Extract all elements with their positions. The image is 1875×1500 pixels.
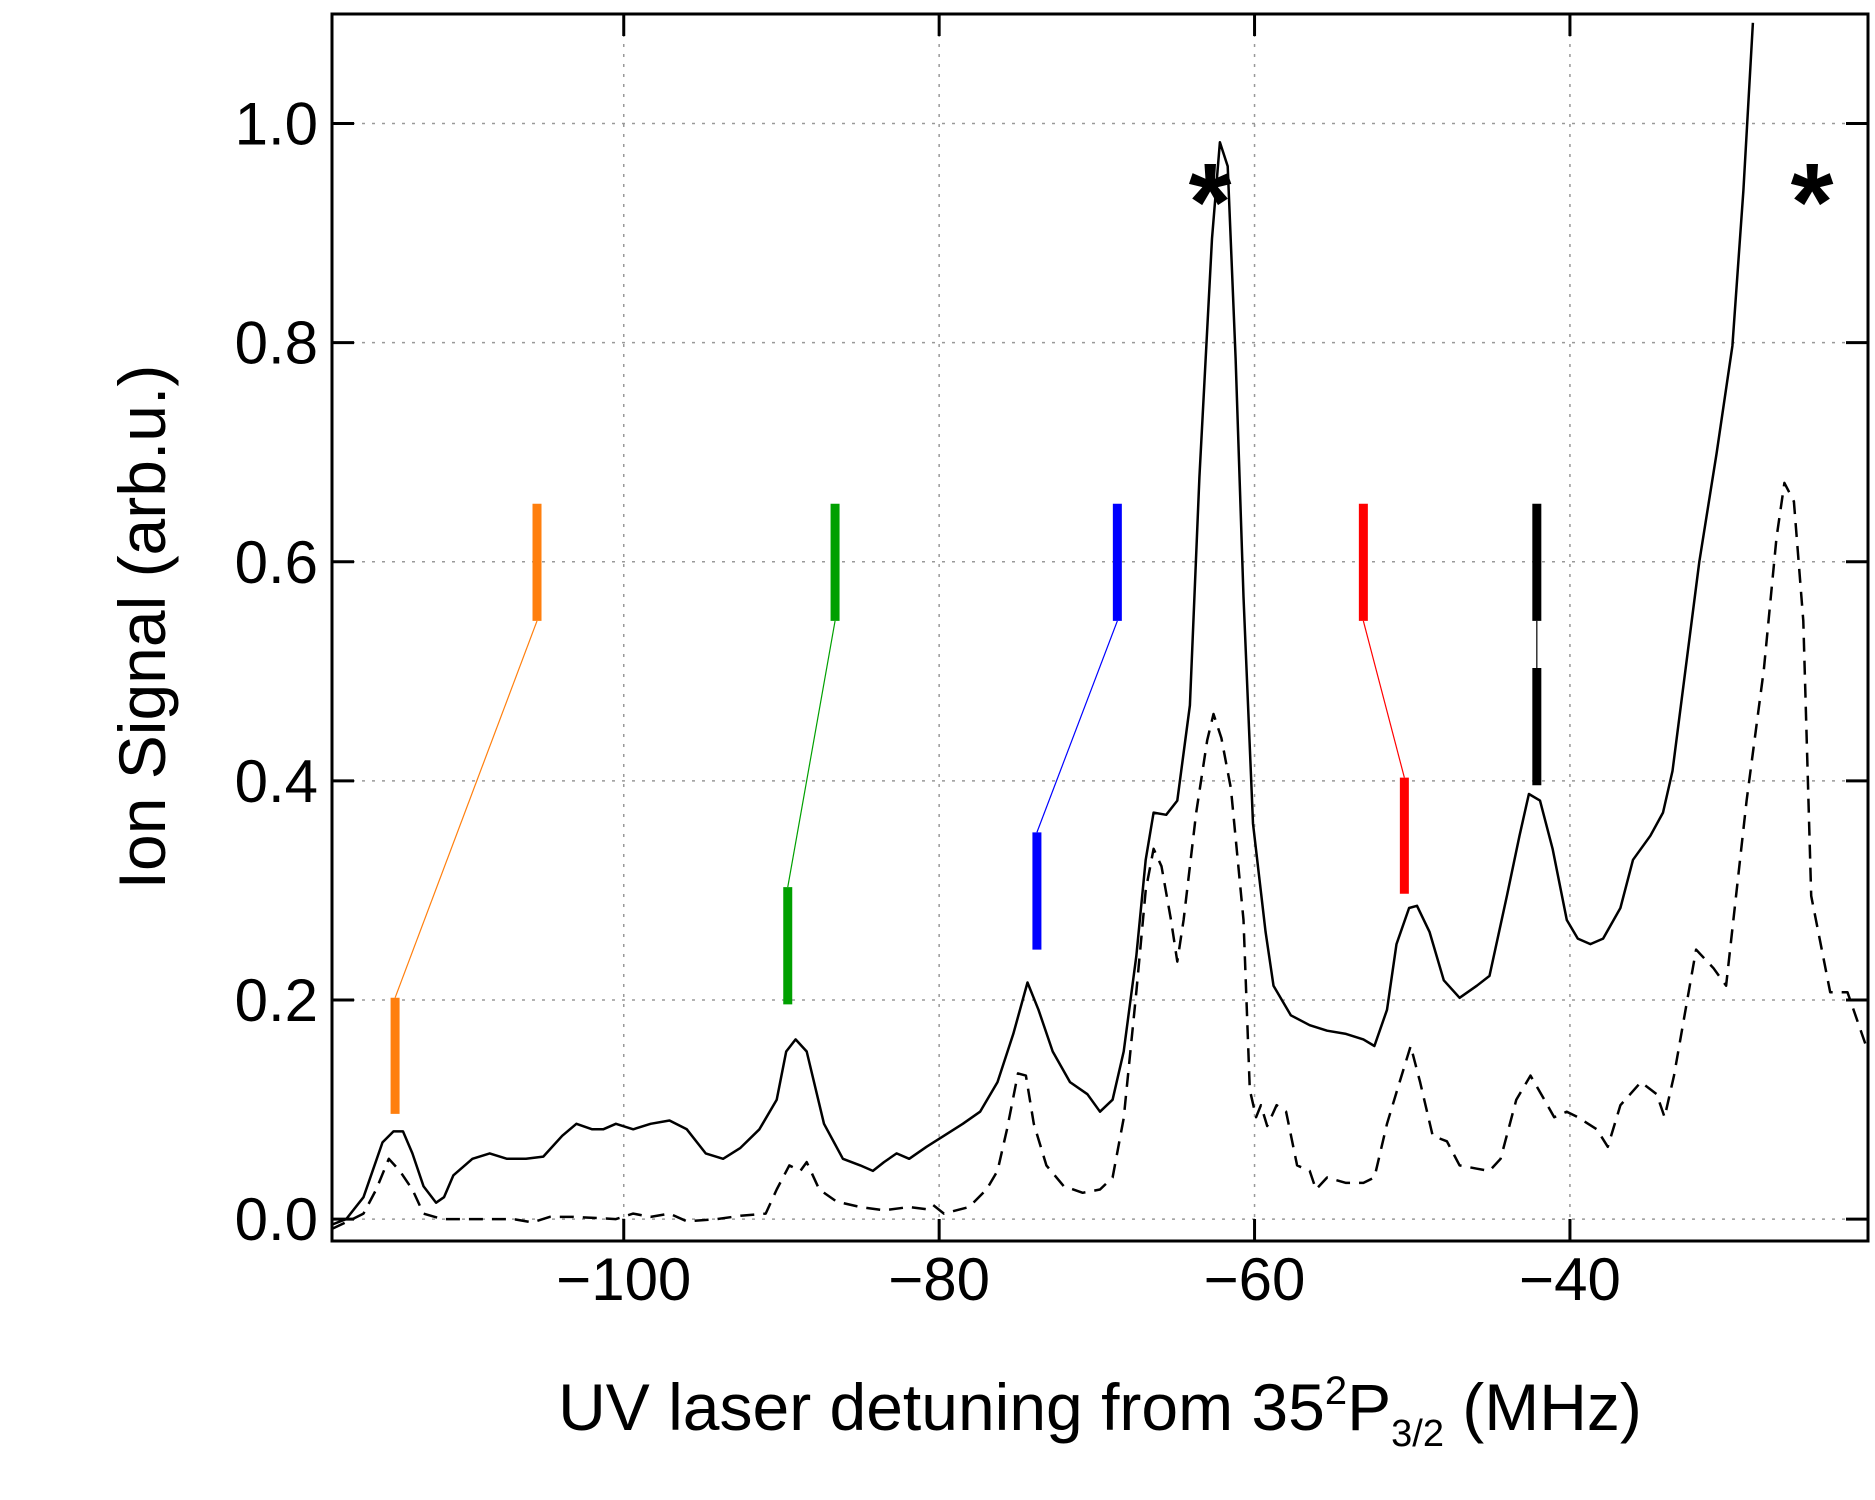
x-tick-label: −40: [1519, 1246, 1621, 1313]
annotation: *: [1791, 141, 1834, 264]
marker-connector: [1036, 620, 1118, 833]
y-tick-label: 0.6: [235, 529, 318, 596]
y-tick-label: 0.4: [235, 748, 318, 815]
y-tick-label: 1.0: [235, 91, 318, 158]
x-tick-label: −60: [1204, 1246, 1306, 1313]
series-line: [332, 481, 1868, 1231]
y-tick-label: 0.8: [235, 310, 318, 377]
x-tick-label: −80: [888, 1246, 990, 1313]
axes: −100 −80 −60 −40 0.0 0.2 0.4 0.6 0.8 1.0: [235, 14, 1868, 1313]
plot-frame: [330, 12, 1870, 1243]
x-tick-label: −100: [556, 1246, 691, 1313]
x-label-part: (MHz): [1444, 1370, 1642, 1444]
marker-connector: [1362, 620, 1405, 778]
y-axis-label: Ion Signal (arb.u.): [105, 365, 179, 890]
y-tick-label: 0.2: [235, 967, 318, 1034]
grid: [332, 14, 1868, 1241]
x-label-part: UV laser detuning from 35: [558, 1370, 1325, 1444]
x-label-part: P: [1347, 1370, 1391, 1444]
marker-connector: [394, 620, 538, 999]
plot-area: [332, 22, 1868, 1231]
annotation: *: [1189, 141, 1232, 264]
x-label-sup: 2: [1325, 1369, 1347, 1413]
series-line: [332, 22, 1755, 1226]
x-label-sub: 3/2: [1391, 1413, 1444, 1455]
y-tick-label: 0.0: [235, 1186, 318, 1253]
marker-connector: [787, 620, 836, 888]
x-axis-label: UV laser detuning from 352P3/2 (MHz): [558, 1369, 1642, 1455]
